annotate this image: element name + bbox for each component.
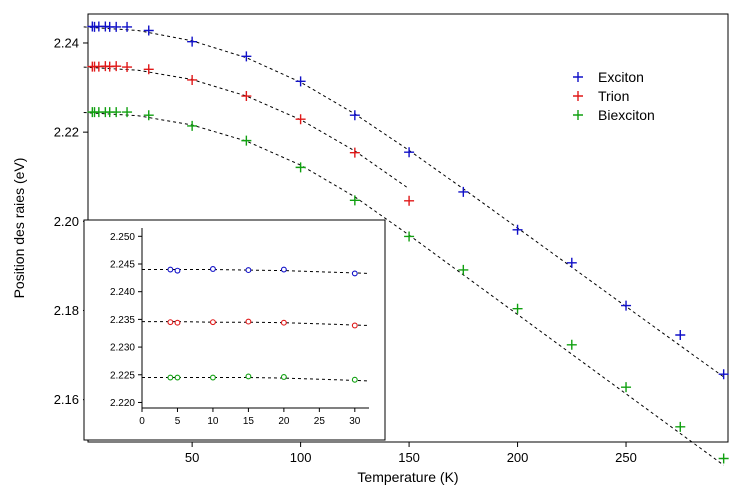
inset-x-tick-label: 10 [207,416,219,427]
series-biexciton [83,107,729,466]
data-point [111,21,122,32]
series-exciton [83,21,729,380]
data-point [349,147,360,158]
main-plot: 50 100 150 200 2502.162.182.202.222.24Temper… [11,13,729,485]
data-point [111,61,122,72]
data-point [295,162,306,173]
inset-data-point [245,267,252,274]
data-point [675,330,686,340]
inset-plot: 0 5 10 15 20 25 30 2.220 2.225 2.230 2.235 2.240 2.2… [83,219,386,441]
inset-data-point [167,266,174,273]
y-tick-label: 2.16 [54,392,79,407]
data-point [718,369,729,380]
inset-data-point [245,373,252,380]
inset-y-tick-label: 2.225 [110,370,135,381]
data-point [143,110,154,121]
inset-data-point [280,266,287,273]
data-point [404,147,415,158]
legend-label: Exciton [598,69,644,85]
x-tick-label: 200 [507,450,529,465]
y-tick-label: 2.22 [54,125,79,140]
data-point [458,264,469,275]
inset-series-3 [142,373,370,383]
y-tick-label: 2.24 [54,35,79,50]
legend-label: Biexciton [598,107,655,123]
data-point [718,453,729,464]
inset-data-point [280,374,287,380]
data-point [187,120,198,131]
data-point [241,91,252,102]
data-point [458,186,469,197]
data-point [143,64,154,75]
data-point [675,421,686,432]
inset-x-tick-label: 15 [243,416,255,427]
inset-y-tick-label: 2.245 [110,260,135,271]
data-point [404,195,415,206]
legend-marker [573,72,583,82]
data-point [143,25,154,36]
inset-background [83,219,386,441]
data-point [295,76,306,87]
inset-data-point [245,318,252,325]
y-axis-label: Position des raies (eV) [11,158,27,299]
inset-data-point [351,376,358,383]
data-point [241,135,252,146]
inset-data-point [167,374,174,381]
x-tick-label: 250 [615,450,637,465]
inset-data-point [174,267,181,274]
x-tick-label: 100 [290,450,312,465]
inset-series-2 [142,318,370,329]
inset-y-tick-label: 2.235 [110,315,135,326]
data-point [111,107,122,118]
data-point [512,224,523,235]
inset-data-point [209,374,216,381]
inset-data-point [209,319,216,326]
inset-y-tick-label: 2.250 [110,232,135,243]
data-point [404,231,415,242]
data-point [621,382,632,393]
data-point [122,21,133,32]
inset-data-point [174,319,181,326]
data-point [241,51,252,62]
inset-x-tick-label: 5 [175,416,181,427]
data-point [122,62,133,73]
inset-data-point [167,319,174,326]
inset-y-tick-label: 2.220 [110,398,135,409]
fit-curve [83,66,410,190]
x-tick-label: 50 [185,450,199,465]
inset-y-tick-label: 2.240 [110,287,135,298]
inset-x-tick-label: 25 [314,416,326,427]
inset-y-tick-label: 2.230 [110,343,135,354]
inset-x-tick-label: 0 [139,416,145,427]
inset-data-point [209,266,216,272]
inset-data-point [351,270,358,277]
data-point [621,300,632,311]
data-point [349,195,360,206]
data-point [566,339,577,350]
x-tick-label: 150 [398,450,420,465]
inset-data-point [174,374,181,381]
y-tick-label: 2.20 [54,214,79,229]
data-point [122,107,133,118]
inset-data-point [280,319,287,326]
data-point [295,114,306,125]
data-point [187,36,198,47]
y-tick-label: 2.18 [54,303,79,318]
data-point [187,74,198,85]
legend-marker [573,110,583,120]
series-trion [83,61,415,206]
inset-series-1 [142,266,370,277]
data-point [512,303,523,314]
x-axis-label: Temperature (K) [357,469,458,485]
inset-x-tick-label: 30 [349,416,361,427]
data-point [566,257,577,268]
legend-label: Trion [598,88,629,104]
legend-marker [573,91,583,101]
legend: Exciton Trion Biexciton [573,69,655,123]
inset-x-tick-label: 20 [278,416,290,427]
data-point [349,110,360,121]
inset-data-point [351,322,358,329]
